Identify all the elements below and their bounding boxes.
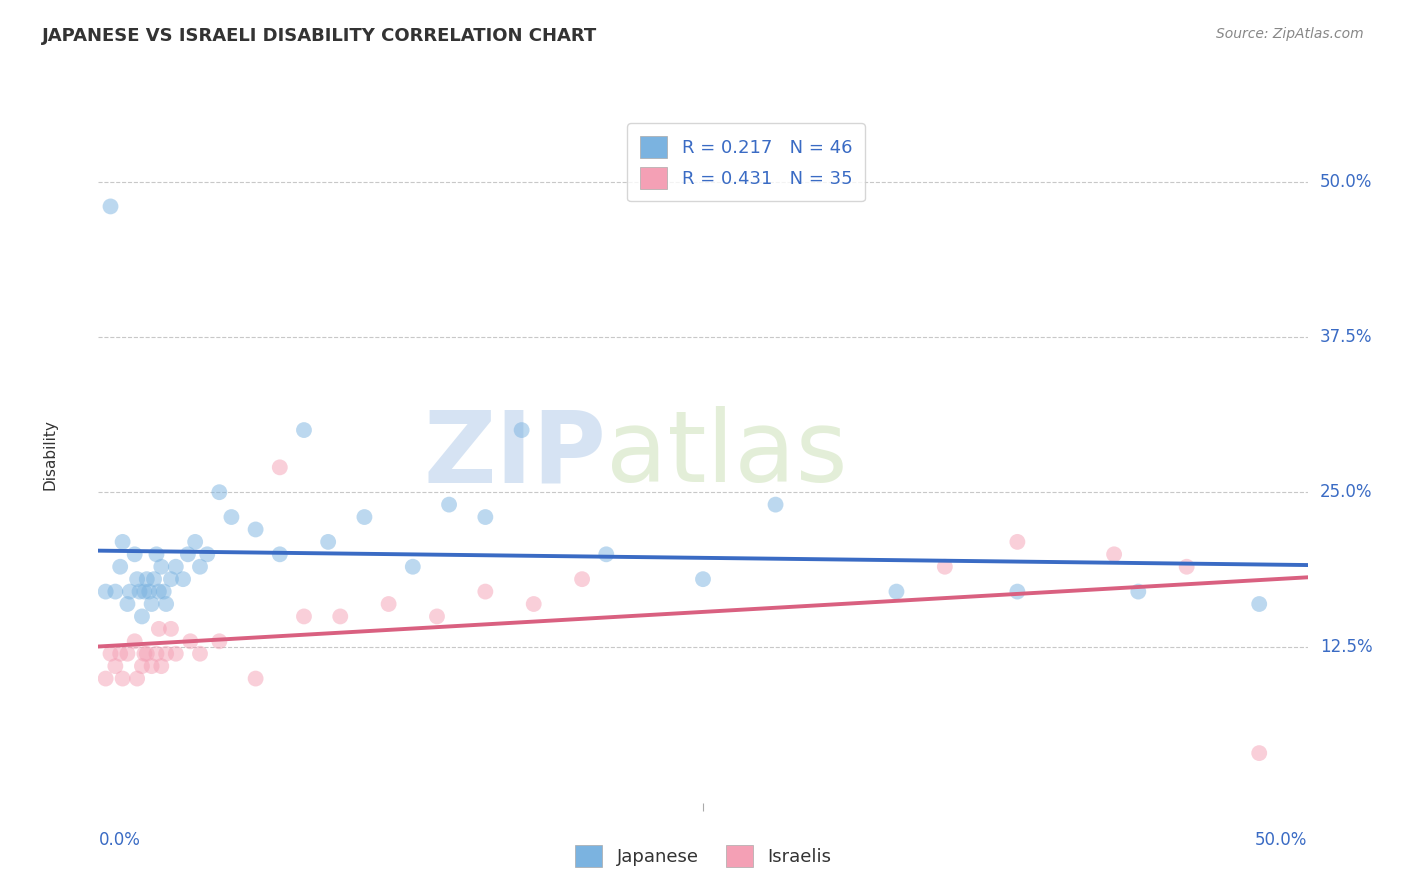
Point bbox=[131, 609, 153, 624]
Point bbox=[269, 547, 291, 561]
Point bbox=[437, 498, 460, 512]
Point bbox=[141, 659, 163, 673]
Point bbox=[117, 647, 139, 661]
Point bbox=[148, 584, 170, 599]
Point bbox=[148, 622, 170, 636]
Point bbox=[316, 535, 339, 549]
Point bbox=[150, 659, 173, 673]
Point bbox=[692, 572, 714, 586]
Legend: R = 0.217   N = 46, R = 0.431   N = 35: R = 0.217 N = 46, R = 0.431 N = 35 bbox=[627, 123, 865, 202]
Text: 37.5%: 37.5% bbox=[1320, 328, 1372, 346]
Point bbox=[329, 609, 352, 624]
Point bbox=[474, 584, 496, 599]
Point bbox=[426, 609, 449, 624]
Point bbox=[1007, 535, 1029, 549]
Point bbox=[765, 498, 787, 512]
Point bbox=[152, 584, 174, 599]
Point bbox=[245, 523, 267, 537]
Point bbox=[402, 559, 425, 574]
Text: ZIP: ZIP bbox=[423, 407, 606, 503]
Point bbox=[143, 572, 166, 586]
Text: 50.0%: 50.0% bbox=[1320, 172, 1372, 191]
Text: Disability: Disability bbox=[42, 419, 58, 491]
Point bbox=[353, 510, 375, 524]
Text: JAPANESE VS ISRAELI DISABILITY CORRELATION CHART: JAPANESE VS ISRAELI DISABILITY CORRELATI… bbox=[42, 27, 598, 45]
Point bbox=[523, 597, 546, 611]
Point bbox=[104, 659, 127, 673]
Point bbox=[131, 659, 153, 673]
Point bbox=[1249, 746, 1271, 760]
Point bbox=[1007, 584, 1029, 599]
Point bbox=[108, 559, 131, 574]
Point bbox=[111, 535, 134, 549]
Text: 0.0%: 0.0% bbox=[98, 830, 141, 848]
Point bbox=[188, 559, 211, 574]
Point bbox=[221, 510, 243, 524]
Point bbox=[1128, 584, 1150, 599]
Point bbox=[292, 609, 315, 624]
Text: 50.0%: 50.0% bbox=[1256, 830, 1308, 848]
Point bbox=[155, 647, 177, 661]
Point bbox=[160, 572, 183, 586]
Point bbox=[269, 460, 291, 475]
Point bbox=[571, 572, 593, 586]
Point bbox=[208, 485, 231, 500]
Point bbox=[111, 672, 134, 686]
Point bbox=[100, 647, 122, 661]
Point bbox=[118, 584, 141, 599]
Point bbox=[134, 647, 156, 661]
Point bbox=[1102, 547, 1125, 561]
Point bbox=[117, 597, 139, 611]
Point bbox=[145, 547, 167, 561]
Point bbox=[160, 622, 183, 636]
Point bbox=[934, 559, 956, 574]
Point bbox=[135, 647, 157, 661]
Point bbox=[474, 510, 496, 524]
Point bbox=[195, 547, 218, 561]
Point bbox=[188, 647, 211, 661]
Text: 12.5%: 12.5% bbox=[1320, 639, 1372, 657]
Point bbox=[510, 423, 533, 437]
Point bbox=[128, 584, 150, 599]
Point bbox=[100, 199, 122, 213]
Point bbox=[104, 584, 127, 599]
Point bbox=[134, 584, 156, 599]
Point bbox=[292, 423, 315, 437]
Point bbox=[108, 647, 131, 661]
Point bbox=[179, 634, 201, 648]
Point bbox=[127, 572, 149, 586]
Point bbox=[184, 535, 207, 549]
Point bbox=[165, 559, 187, 574]
Point bbox=[208, 634, 231, 648]
Point bbox=[177, 547, 200, 561]
Legend: Japanese, Israelis: Japanese, Israelis bbox=[568, 838, 838, 874]
Point bbox=[141, 597, 163, 611]
Point bbox=[165, 647, 187, 661]
Point bbox=[595, 547, 617, 561]
Point bbox=[124, 634, 146, 648]
Point bbox=[94, 584, 117, 599]
Point bbox=[135, 572, 157, 586]
Point bbox=[155, 597, 177, 611]
Point bbox=[150, 559, 173, 574]
Point bbox=[124, 547, 146, 561]
Point bbox=[138, 584, 160, 599]
Point bbox=[145, 647, 167, 661]
Point bbox=[1249, 597, 1271, 611]
Point bbox=[94, 672, 117, 686]
Point bbox=[886, 584, 908, 599]
Point bbox=[172, 572, 194, 586]
Text: 25.0%: 25.0% bbox=[1320, 483, 1372, 501]
Point bbox=[245, 672, 267, 686]
Point bbox=[127, 672, 149, 686]
Point bbox=[377, 597, 399, 611]
Point bbox=[1175, 559, 1198, 574]
Text: atlas: atlas bbox=[606, 407, 848, 503]
Text: Source: ZipAtlas.com: Source: ZipAtlas.com bbox=[1216, 27, 1364, 41]
